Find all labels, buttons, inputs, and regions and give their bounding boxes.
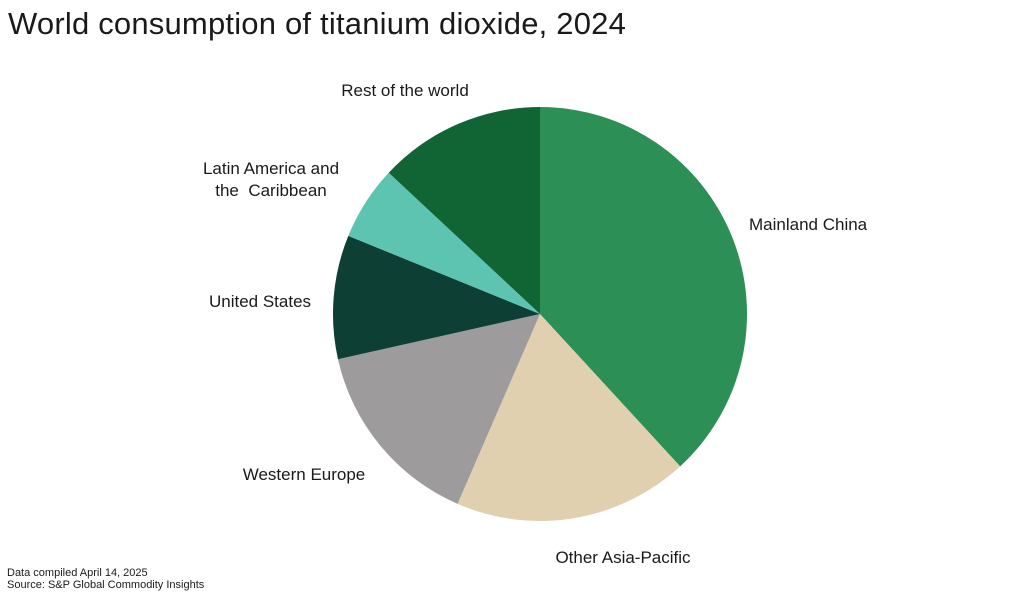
slice-label: Rest of the world (341, 81, 469, 100)
pie-slice-western-europe (337, 314, 540, 504)
slice-label: United States (209, 292, 311, 311)
slice-label: Mainland China (749, 215, 868, 234)
slice-label: Western Europe (243, 465, 366, 484)
footnotes: Data compiled April 14, 2025 Source: S&P… (7, 567, 204, 591)
slice-label: Latin America and the Caribbean (203, 159, 339, 200)
slice-label: Other Asia-Pacific (555, 548, 691, 567)
pie-slices (332, 107, 748, 521)
pie-slice-latin-america-and-the-caribbean (348, 172, 540, 314)
chart-title: World consumption of titanium dioxide, 2… (8, 6, 627, 41)
pie-slice-united-states (332, 235, 540, 360)
pie-slice-mainland-china (540, 107, 748, 467)
data-compiled-note: Data compiled April 14, 2025 (7, 567, 148, 579)
pie-slice-other-asia-pacific (457, 314, 681, 521)
pie-slice-rest-of-the-world (388, 107, 540, 314)
source-note: Source: S&P Global Commodity Insights (7, 579, 205, 591)
pie-labels: Mainland China Other Asia-Pacific Western … (203, 81, 868, 567)
